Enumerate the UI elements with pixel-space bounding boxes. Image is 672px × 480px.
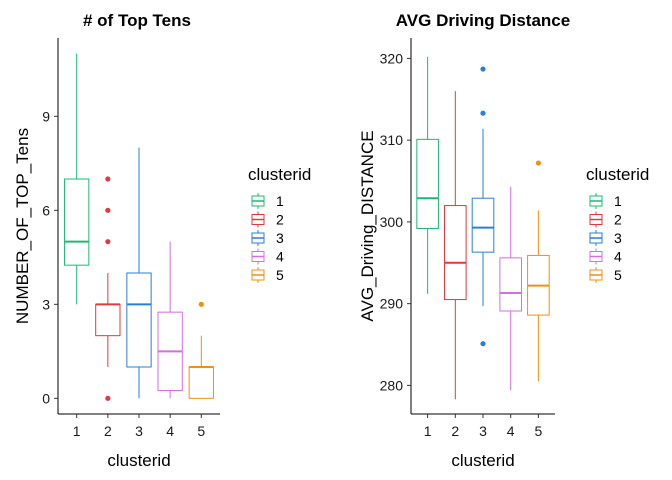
y-tick-label: 0 [42,390,50,406]
box-group-1 [416,56,439,294]
legend-key-5 [251,267,265,283]
y-tick-label: 6 [42,202,50,218]
y-tick-label: 290 [380,296,404,312]
chart-title: # of Top Tens [83,11,191,30]
outlier-point [480,110,486,116]
legend-key-1 [589,193,603,209]
y-tick-label: 300 [380,214,404,230]
x-tick-label: 3 [135,423,143,439]
outlier-point [105,395,111,401]
legend-title: clusterid [248,165,311,184]
y-tick-label: 280 [380,377,404,393]
box-iqr [444,205,467,301]
box-group-3 [471,66,495,347]
legend-key-4 [251,248,265,265]
legend-key-4 [589,248,603,265]
box-iqr [95,303,121,337]
x-tick-label: 2 [451,423,459,439]
y-tick-label: 3 [42,296,50,312]
chart-title: AVG Driving Distance [396,11,570,30]
box-group-2 [444,91,467,400]
legend-key-3 [251,230,265,246]
legend-label: 5 [276,267,284,283]
outlier-point [480,66,486,72]
legend-key-3 [589,230,603,246]
boxplot-panel-2: AVG Driving Distance 280 290 300 310 320 1 2 3 4 5… [358,11,649,470]
legend-label: 3 [276,230,284,246]
x-tick-label: 1 [424,423,432,439]
x-tick-label: 5 [534,423,542,439]
y-tick-label: 9 [42,108,50,124]
box-iqr [188,366,214,399]
legend-label: 1 [614,193,622,209]
legend-key-2 [589,211,603,228]
x-tick-label: 4 [507,423,515,439]
x-tick-label: 4 [166,423,174,439]
legend-key-2 [251,211,265,228]
y-tick-label: 310 [380,132,404,148]
outlier-point [480,341,486,347]
box-iqr [471,197,495,253]
legend-label: 3 [614,230,622,246]
outlier-point [535,160,541,166]
box-group-5 [188,301,214,399]
outlier-point [198,301,204,307]
legend-label: 5 [614,267,622,283]
y-axis-title: NUMBER_OF_TOP_Tens [13,128,32,324]
legend-label: 2 [276,212,284,228]
box-iqr [64,178,90,266]
box-group-2 [95,176,121,401]
legend-label: 2 [614,212,622,228]
legend: clusterid 1 2 3 4 5 [248,165,311,283]
x-tick-label: 1 [73,423,81,439]
box-group-4 [499,186,522,391]
legend-key-1 [251,193,265,209]
outlier-point [105,176,111,182]
box-iqr [416,138,439,229]
y-tick-label: 320 [380,50,404,66]
box-group-1 [64,53,90,305]
legend-key-5 [589,267,603,283]
y-axis-title: AVG_Driving_DISTANCE [358,130,377,321]
legend-title: clusterid [586,165,649,184]
box-group-4 [157,241,183,399]
outlier-point [105,239,111,245]
x-tick-label: 5 [197,423,205,439]
legend-label: 4 [614,249,622,265]
legend-label: 1 [276,193,284,209]
x-axis-title: clusterid [107,451,170,470]
box-iqr [499,257,522,312]
outlier-point [105,207,111,213]
x-tick-label: 2 [104,423,112,439]
legend-label: 4 [276,249,284,265]
box-iqr [126,272,152,368]
legend: clusterid 1 2 3 4 5 [586,165,649,283]
box-group-3 [126,147,152,399]
x-tick-label: 3 [479,423,487,439]
x-axis-title: clusterid [451,451,514,470]
box-group-5 [527,160,550,382]
